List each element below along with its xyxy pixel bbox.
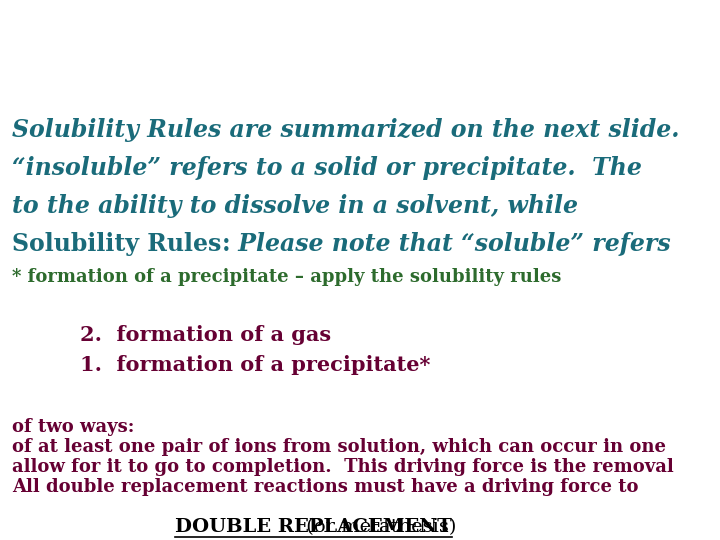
Text: :: : <box>221 232 230 256</box>
Text: 2.  formation of a gas: 2. formation of a gas <box>80 325 331 345</box>
Text: All double replacement reactions must have a driving force to: All double replacement reactions must ha… <box>12 478 639 496</box>
Text: to the ability to dissolve in a solvent, while: to the ability to dissolve in a solvent,… <box>12 194 578 218</box>
Text: DOUBLE REPLACEMENT: DOUBLE REPLACEMENT <box>175 518 451 536</box>
Text: Solubility Rules: Solubility Rules <box>12 232 221 256</box>
Text: “insoluble” refers to a solid or precipitate.  The: “insoluble” refers to a solid or precipi… <box>12 156 642 180</box>
Text: of two ways:: of two ways: <box>12 418 135 436</box>
Text: of at least one pair of ions from solution, which can occur in one: of at least one pair of ions from soluti… <box>12 438 666 456</box>
Text: Please note that “soluble” refers: Please note that “soluble” refers <box>230 232 670 256</box>
Text: 1.  formation of a precipitate*: 1. formation of a precipitate* <box>80 355 431 375</box>
Text: (or metathesis): (or metathesis) <box>175 518 456 536</box>
Text: Solubility Rules are summarized on the next slide.: Solubility Rules are summarized on the n… <box>12 118 680 142</box>
Text: allow for it to go to completion.  This driving force is the removal: allow for it to go to completion. This d… <box>12 458 674 476</box>
Text: * formation of a precipitate – apply the solubility rules: * formation of a precipitate – apply the… <box>12 268 562 286</box>
